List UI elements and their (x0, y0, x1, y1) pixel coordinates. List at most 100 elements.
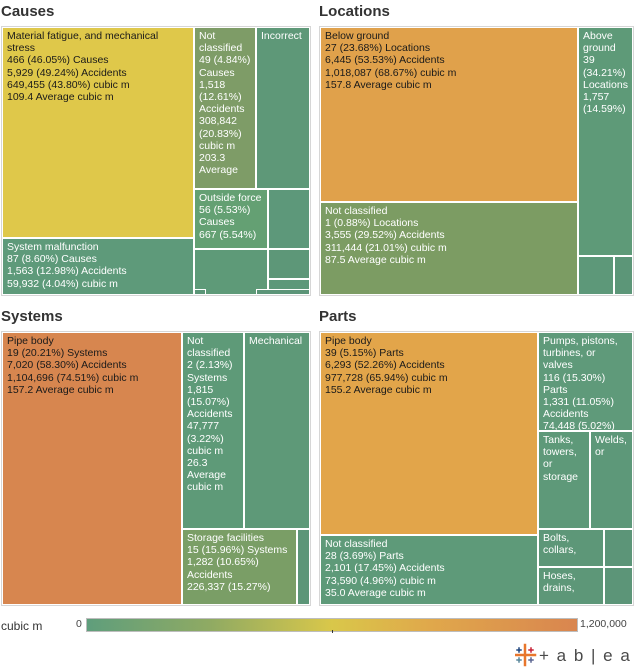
tile-label-line: 667 (5.54%) (199, 228, 257, 241)
tile-label-line: 87 (8.60%) Causes (7, 253, 97, 266)
treemap-tile[interactable]: Outside force 56 (5.53%) Causes 667 (5.54%… (194, 189, 268, 249)
tile-label-line: 649,455 (43.80%) cubic m (7, 78, 130, 91)
tile-label-line: System malfunction (7, 241, 99, 253)
tile-label-line: 87.5 Average cubic m (325, 253, 426, 266)
tile-label-line: Not classified (325, 538, 388, 550)
treemap-tile[interactable]: Storage facilities 15 (15.96%) Systems 1,2… (182, 529, 297, 605)
treemap-tile[interactable] (578, 256, 614, 295)
tile-label-line: 3,555 (29.52%) Accidents (325, 229, 445, 242)
treemap-tile[interactable]: Welds, or (590, 431, 633, 529)
tile-label-line: 74,448 (5.02%) (543, 420, 615, 431)
treemap-tile[interactable] (604, 529, 633, 567)
tile-label-line: Not classified (187, 335, 231, 360)
tile-label-line: 6,445 (53.53%) Accidents (325, 54, 445, 67)
treemap-tile[interactable]: System malfunction 87 (8.60%) Causes 1,563… (2, 238, 194, 295)
tile-label: Outside force 56 (5.53%) Causes 667 (5.54%… (195, 190, 267, 243)
tile-label-line: 27 (23.68%) Locations (325, 42, 431, 55)
tile-label-line: 116 (15.30%) Parts (543, 371, 609, 396)
treemap-tile[interactable]: Pumps, pistons, turbines, or valves 116 (… (538, 332, 633, 431)
treemap-tile[interactable]: Material fatigue, and mechanical stress 4… (2, 27, 194, 238)
treemap-tile[interactable] (268, 249, 310, 279)
tile-label-line: 35.0 Average cubic m (325, 586, 426, 599)
treemap-tile[interactable]: Pipe body 19 (20.21%) Systems 7,020 (58.30… (2, 332, 182, 605)
locations-treemap: Below ground 27 (23.68%) Locations 6,445 (… (319, 26, 634, 296)
tile-label-line: 1,282 (10.65%) Accidents (187, 556, 262, 581)
panel-title-systems: Systems (1, 308, 63, 325)
treemap-tile[interactable]: Not classified 28 (3.69%) Parts 2,101 (17.… (320, 535, 538, 605)
tile-label-line: 311,444 (21.01%) cubic m (325, 241, 447, 254)
tile-label-line: Pumps, pistons, turbines, or valves (543, 335, 621, 372)
tile-label-line: Material fatigue, and mechanical stress (7, 30, 162, 55)
treemap-tile[interactable]: Not classified 49 (4.84%) Causes 1,518 (12… (194, 27, 256, 189)
tile-label-line: Pipe body (7, 335, 54, 347)
tile-label: Incorrect (257, 28, 309, 44)
tile-label: Not classified 1 (0.88%) Locations 3,555 (… (321, 203, 577, 268)
treemap-tile[interactable]: Bolts, collars, (538, 529, 604, 567)
tile-label-line: Above ground (583, 30, 616, 55)
treemap-tile[interactable]: Below ground 27 (23.68%) Locations 6,445 (… (320, 27, 578, 202)
tile-label-line: 109.4 Average cubic m (7, 91, 114, 104)
tile-label-line: 977,728 (65.94%) cubic m (325, 371, 448, 384)
treemap-tile[interactable]: Not classified 1 (0.88%) Locations 3,555 (… (320, 202, 578, 295)
tile-label-line: Storage facilities (187, 532, 265, 544)
tile-label-line: 2,101 (17.45%) Accidents (325, 562, 445, 575)
tile-label-line: 7,020 (58.30%) Accidents (7, 359, 127, 372)
treemap-tile[interactable] (194, 249, 268, 295)
tile-label: Hoses, drains, (539, 568, 603, 596)
tile-label-line: 226,337 (15.27%) (187, 580, 271, 593)
treemap-tile[interactable]: Hoses, drains, (538, 567, 604, 605)
causes-treemap: Material fatigue, and mechanical stress 4… (1, 26, 311, 296)
tile-label-line: 49 (4.84%) Causes (199, 54, 254, 79)
tile-label-line: 1,331 (11.05%) Accidents (543, 396, 617, 421)
treemap-tile[interactable] (604, 567, 633, 605)
treemap-tile[interactable] (268, 189, 310, 249)
tile-label-line: Not classified (325, 205, 388, 217)
tile-label-line: Not classified (199, 30, 243, 55)
tile-label-line: 1,815 (15.07%) Accidents (187, 383, 233, 421)
tile-label: Not classified 49 (4.84%) Causes 1,518 (12… (195, 28, 255, 178)
tile-label: Not classified 28 (3.69%) Parts 2,101 (17.… (321, 536, 537, 601)
treemap-tile[interactable]: Mechanical (244, 332, 310, 529)
tile-label-line: Tanks, towers, or storage (543, 434, 580, 483)
tile-label-line: 466 (46.05%) Causes (7, 54, 109, 67)
tile-label: System malfunction 87 (8.60%) Causes 1,563… (3, 239, 193, 292)
tile-label: Pipe body 39 (5.15%) Parts 6,293 (52.26%) … (321, 333, 537, 398)
tableau-logo-graphic: + a b | e a u (513, 643, 634, 667)
treemap-tile[interactable]: Incorrect (256, 27, 310, 189)
treemap-tile[interactable]: Tanks, towers, or storage (538, 431, 590, 529)
tile-label-line: 5,929 (49.24%) Accidents (7, 66, 127, 79)
treemap-tile[interactable] (297, 529, 310, 605)
tile-label-line: 157.8 Average cubic m (325, 78, 432, 91)
tile-label-line: 1,757 (14.59%) (583, 91, 626, 116)
tile-label-line: Mechanical (249, 335, 303, 347)
tile-label: Below ground 27 (23.68%) Locations 6,445 (… (321, 28, 577, 93)
treemap-tile[interactable] (256, 289, 310, 295)
tile-label-line: 26.3 Average cubic m (187, 457, 229, 494)
treemap-tile[interactable]: Not classified 2 (2.13%) Systems 1,815 (15… (182, 332, 244, 529)
panel-title-locations: Locations (319, 3, 390, 20)
tile-label-line: Below ground (325, 30, 390, 42)
tile-label: Above ground 39 (34.21%) Locations 1,757 (… (579, 28, 632, 117)
tile-label-line: Bolts, collars, (543, 532, 577, 557)
treemap-tile[interactable] (614, 256, 633, 295)
tile-label: Material fatigue, and mechanical stress 4… (3, 28, 193, 105)
tile-label-line: Pipe body (325, 335, 372, 347)
tile-label-line: 308,842 (20.83%) cubic m (199, 115, 245, 152)
tile-label: Welds, or (591, 432, 632, 460)
tile-label-line: Hoses, drains, (543, 570, 579, 595)
tile-label: Tanks, towers, or storage (539, 432, 589, 485)
tile-label-line: 59,932 (4.04%) cubic m (7, 277, 118, 290)
legend-midpoint-marker (332, 630, 333, 633)
treemap-tile[interactable]: Above ground 39 (34.21%) Locations 1,757 (… (578, 27, 633, 256)
tile-label-line: 15 (15.96%) Systems (187, 544, 288, 557)
tile-label-line: 1,563 (12.98%) Accidents (7, 265, 127, 278)
tile-label-line: 1,518 (12.61%) Accidents (199, 78, 245, 116)
treemap-tile[interactable]: Pipe body 39 (5.15%) Parts 6,293 (52.26%) … (320, 332, 538, 535)
legend-label: cubic m (1, 619, 43, 633)
tile-label-line: 28 (3.69%) Parts (325, 550, 404, 563)
tile-label-line: 2 (2.13%) Systems (187, 359, 236, 384)
treemap-tile[interactable] (194, 289, 206, 295)
tile-label-line: 1 (0.88%) Locations (325, 217, 419, 230)
systems-treemap: Pipe body 19 (20.21%) Systems 7,020 (58.30… (1, 331, 311, 606)
tile-label: Storage facilities 15 (15.96%) Systems 1,2… (183, 530, 296, 595)
